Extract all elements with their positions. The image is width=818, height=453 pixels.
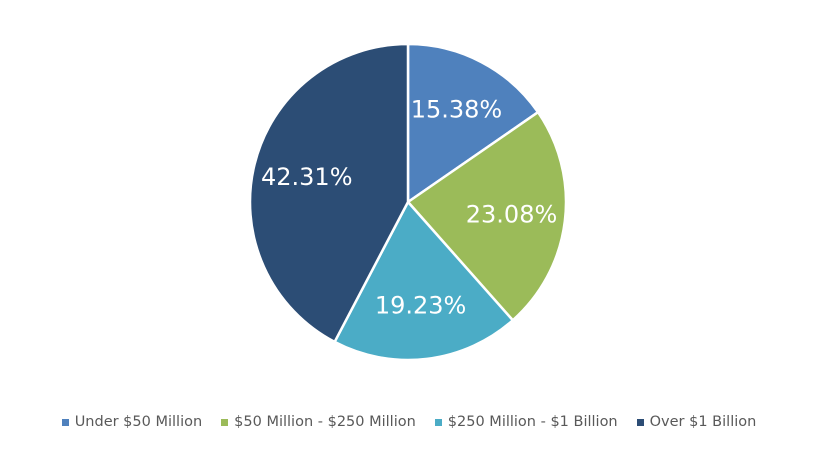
pie-slice-under-50-million [406,42,540,204]
chart-legend: Under $50 Million $50 Million - $250 Mill… [0,414,818,430]
legend-item-under-50-million: Under $50 Million [61,414,203,430]
data-label-50-million-250-million: 23.08% [466,201,558,229]
pie-slice-over-1-billion [248,42,410,344]
legend-item-50-million-250-million: $50 Million - $250 Million [221,414,416,430]
legend-label: Over $1 Billion [649,414,757,430]
data-label-under-50-million: 15.38% [411,96,503,124]
pie-slice-50-million-250-million [406,110,568,322]
legend-swatch [434,418,442,426]
pie-slice-250-million-1-billion [333,200,515,362]
data-label-250-million-1-billion: 19.23% [375,292,467,320]
legend-swatch [636,418,644,426]
legend-label: Under $50 Million [74,414,203,430]
legend-swatch [61,418,69,426]
legend-label: $50 Million - $250 Million [234,414,416,430]
data-label-over-1-billion: 42.31% [261,163,353,191]
legend-swatch [221,418,229,426]
legend-label: $250 Million - $1 Billion [447,414,618,430]
legend-item-over-1-billion: Over $1 Billion [636,414,757,430]
pie-chart: 15.38% 23.08% 19.23% 42.31% [248,42,568,362]
legend-item-250-million-1-billion: $250 Million - $1 Billion [434,414,618,430]
